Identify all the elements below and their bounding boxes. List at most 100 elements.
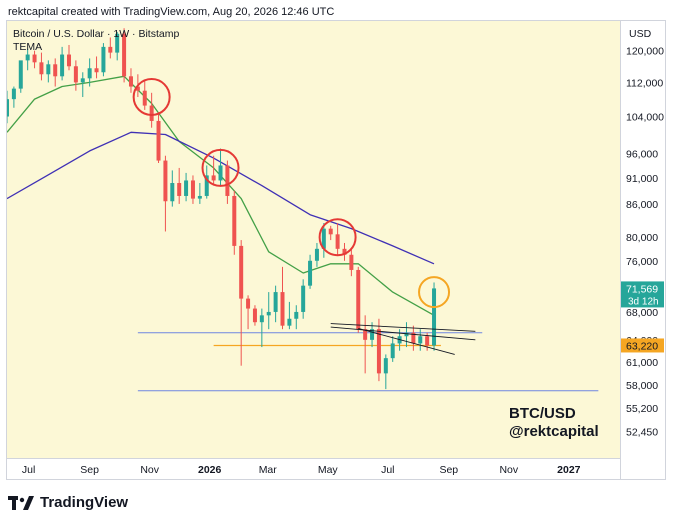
price-tick-label: 120,000 — [626, 46, 664, 58]
price-tick-label: 86,000 — [626, 199, 658, 211]
tradingview-logo-icon — [8, 495, 34, 510]
candle-body — [335, 234, 340, 249]
price-tick-label: 68,000 — [626, 307, 658, 319]
candle-body — [32, 54, 37, 63]
time-tick-label: 2026 — [198, 464, 222, 476]
price-tick-label: 91,000 — [626, 173, 658, 185]
candle-body — [204, 175, 209, 196]
candle-body — [418, 336, 423, 344]
candle-body — [7, 99, 9, 117]
trend-line — [330, 323, 476, 332]
candle-body — [432, 288, 437, 346]
candle-body — [287, 318, 292, 326]
candle-body — [376, 329, 381, 374]
candle-body — [190, 180, 195, 199]
candle-body — [142, 90, 147, 106]
currency-label: USD — [629, 28, 652, 40]
candle-body — [383, 358, 388, 374]
price-tick-label: 80,000 — [626, 232, 658, 244]
trend-line — [358, 328, 455, 355]
price-tick-label: 104,000 — [626, 112, 664, 124]
candle-body — [349, 254, 354, 270]
candle-body — [149, 105, 154, 121]
candle-body — [11, 88, 16, 100]
chart-panel[interactable]: 120,000 112,000 104,000 96,000 91,000 86,000 8… — [6, 20, 666, 480]
time-tick-label: Sep — [439, 464, 458, 476]
candle-body — [94, 68, 99, 73]
candle-body — [301, 285, 306, 312]
candle-body — [80, 78, 85, 83]
candle-body — [163, 160, 168, 202]
candle-body — [87, 68, 92, 79]
price-tick-label: 52,450 — [626, 426, 658, 438]
candle-body — [122, 33, 127, 77]
candle-body — [266, 311, 271, 316]
tradingview-footer: TradingView — [8, 494, 128, 511]
attribution-header: rektcapital created with TradingView.com… — [8, 6, 335, 18]
bar-countdown-label: 3d 12h — [628, 296, 659, 307]
candlestick-chart[interactable]: 120,000 112,000 104,000 96,000 91,000 86,000 8… — [7, 21, 665, 479]
candle-body — [294, 311, 299, 319]
price-axis-background — [620, 21, 665, 479]
candle-body — [39, 62, 44, 75]
time-axis-background — [7, 458, 620, 479]
candle-body — [225, 165, 230, 196]
time-tick-label: Sep — [80, 464, 99, 476]
candle-body — [390, 343, 395, 359]
candle-body — [280, 292, 285, 326]
candle-body — [53, 64, 58, 77]
candle-body — [170, 183, 175, 202]
time-tick-label: Mar — [259, 464, 278, 476]
candle-body — [328, 228, 333, 235]
candle-body — [239, 245, 244, 299]
orange-highlight-circle — [418, 276, 451, 309]
candle-body — [156, 120, 161, 161]
candle-body — [308, 260, 313, 286]
time-tick-label: Jul — [381, 464, 394, 476]
candle-body — [108, 46, 113, 53]
candle-body — [218, 165, 223, 181]
price-tick-label: 112,000 — [626, 77, 663, 89]
symbol-legend: Bitcoin / U.S. Dollar · 1W · Bitstamp — [13, 28, 179, 40]
watermark-pair: BTC/USD — [509, 405, 576, 422]
orange-level-price-tag — [621, 338, 664, 353]
indicator-legend: TEMA — [13, 41, 42, 53]
candle-body — [259, 315, 264, 323]
watermark-handle: @rektcapital — [509, 423, 599, 440]
candle-body — [18, 60, 23, 89]
candle-body — [197, 195, 202, 199]
candle-body — [25, 54, 30, 61]
candle-body — [60, 54, 65, 77]
candle-body — [115, 33, 120, 53]
candle-body — [314, 248, 319, 261]
candle-body — [404, 332, 409, 337]
candle-body — [246, 298, 251, 309]
candle-body — [356, 269, 361, 330]
candle-body — [232, 195, 237, 246]
price-tick-label: 61,000 — [626, 357, 658, 369]
candle-body — [184, 180, 189, 196]
plot-background — [7, 21, 620, 458]
candle-body — [370, 329, 375, 340]
red-highlight-circle — [318, 218, 357, 257]
price-tick-label: 55,200 — [626, 403, 658, 415]
time-tick-label: 2027 — [557, 464, 581, 476]
tradingview-brand-label: TradingView — [40, 494, 129, 511]
candle-body — [128, 76, 133, 87]
candle-body — [411, 332, 416, 344]
candle-body — [363, 329, 368, 340]
trend-line — [330, 326, 476, 341]
price-tick-label: 96,000 — [626, 148, 658, 160]
candle-body — [135, 86, 140, 91]
candle-body — [273, 292, 278, 312]
candle-body — [342, 248, 347, 255]
candle-body — [101, 46, 106, 73]
price-tick-label: 58,000 — [626, 380, 658, 392]
last-price-tag — [621, 281, 664, 308]
candle-body — [211, 175, 216, 181]
time-tick-label: Nov — [499, 464, 518, 476]
candle-body — [252, 308, 257, 323]
candle-body — [425, 336, 430, 346]
red-highlight-circle — [132, 78, 171, 117]
price-tick-label: 76,000 — [626, 256, 658, 268]
